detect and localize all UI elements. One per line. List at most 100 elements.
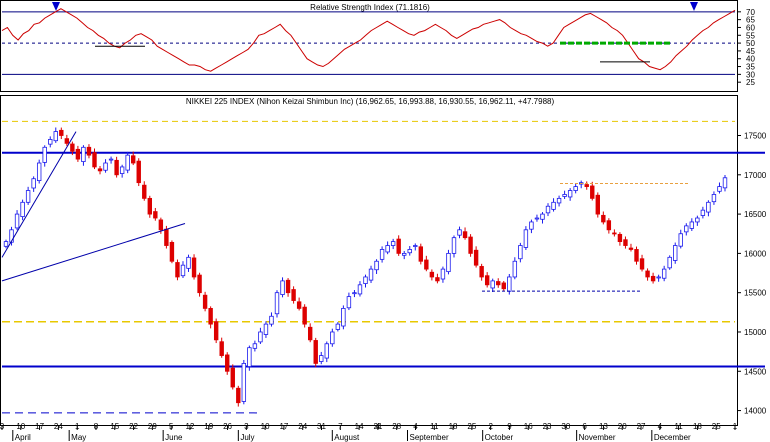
candle-body <box>357 284 363 295</box>
candle-body <box>462 231 468 239</box>
candle-body <box>518 245 523 260</box>
candle-body <box>385 245 390 253</box>
candle-body <box>595 194 600 215</box>
x-day-label: 23 <box>543 422 552 431</box>
candle-body <box>656 276 661 279</box>
x-month-label: November <box>579 433 616 442</box>
candle-body <box>9 229 14 243</box>
x-day-label: 4 <box>413 422 418 431</box>
x-month-label: April <box>15 433 31 442</box>
candle-body <box>114 159 119 176</box>
x-month-label: October <box>485 433 514 442</box>
candle-body <box>291 289 296 301</box>
x-month-label: September <box>409 433 448 442</box>
x-day-label: 9 <box>507 422 512 431</box>
x-day-label: 17 <box>35 422 44 431</box>
price-tick-label: 17500 <box>744 132 767 141</box>
rsi-tick-label: 55 <box>746 31 755 40</box>
candle-body <box>424 259 429 270</box>
candle-body <box>175 262 180 278</box>
price-tick-label: 14500 <box>744 367 767 376</box>
candle-body <box>64 138 70 144</box>
candle-body <box>562 194 567 197</box>
candle-body <box>446 252 451 273</box>
candle-body <box>25 190 31 203</box>
candle-body <box>225 354 230 372</box>
arrow-down-icon <box>690 2 698 11</box>
candle-body <box>567 190 573 198</box>
price-layer: 14000 14500 15000 15500 16000 16500 17000 17500 <box>1 120 767 416</box>
candle-body <box>700 209 706 216</box>
candle-body <box>667 256 672 269</box>
x-day-label: 13 <box>599 422 608 431</box>
rsi-tick-label: 35 <box>746 63 755 72</box>
candle-body <box>191 257 197 278</box>
x-day-label: 8 <box>94 422 99 431</box>
x-day-label: 27 <box>637 422 646 431</box>
x-day-label: 1 <box>75 422 80 431</box>
trend-line <box>1 223 186 282</box>
candle-body <box>330 331 335 345</box>
candle-body <box>70 143 75 152</box>
rsi-tick-label: 30 <box>746 70 755 79</box>
candle-body <box>617 233 623 243</box>
candle-body <box>158 219 164 231</box>
x-day-label: 14 <box>355 422 364 431</box>
candle-body <box>296 301 302 309</box>
candle-body <box>208 308 213 325</box>
x-day-label: 15 <box>110 422 119 431</box>
candle-body <box>368 268 374 281</box>
candle-body <box>601 214 606 223</box>
candle-body <box>164 228 169 246</box>
x-month-label: July <box>240 433 254 442</box>
candle-body <box>274 292 280 315</box>
x-day-label: 26 <box>223 422 232 431</box>
arrow-down-icon <box>52 2 60 11</box>
candle-body <box>722 177 728 189</box>
x-day-label: 25 <box>712 422 721 431</box>
x-day-label: 25 <box>467 422 476 431</box>
x-day-label: 7 <box>338 422 343 431</box>
candle-body <box>285 279 291 294</box>
x-day-label: 10 <box>16 422 25 431</box>
candle-body <box>473 249 479 266</box>
candle-body <box>252 343 258 349</box>
candle-body <box>119 166 125 174</box>
x-day-label: 24 <box>298 422 307 431</box>
candle-body <box>352 292 357 295</box>
candle-body <box>219 341 224 356</box>
x-day-label: 31 <box>317 422 326 431</box>
candle-body <box>457 229 462 236</box>
candle-body <box>307 326 313 341</box>
rsi-tick-label: 60 <box>746 23 755 32</box>
candle-body <box>711 194 717 203</box>
candle-body <box>258 331 263 343</box>
x-day-label: 12 <box>185 422 194 431</box>
candle-body <box>673 245 678 261</box>
rsi-tick-label: 70 <box>746 8 755 17</box>
candle-body <box>479 266 484 278</box>
candle-body <box>103 162 108 171</box>
price-tick-label: 15000 <box>744 328 767 337</box>
x-day-label: 28 <box>392 422 401 431</box>
x-day-label: 2 <box>488 422 493 431</box>
candle-body <box>241 363 247 402</box>
price-tick-label: 16500 <box>744 210 767 219</box>
candle-body <box>59 129 64 136</box>
candle-body <box>650 275 656 282</box>
candle-body <box>14 213 20 229</box>
candle-body <box>606 220 612 231</box>
price-tick-label: 17000 <box>744 171 767 180</box>
axis-layer: 3 10 17 24 1 8 15 22 29 5 12 19 26 3 10 17 24 31 7 14 21 28 4 1… <box>0 422 738 442</box>
x-day-label: 3 <box>0 422 5 431</box>
candle-body <box>125 154 130 171</box>
x-day-label: 20 <box>618 422 627 431</box>
candle-body <box>20 201 25 218</box>
candle-body <box>390 241 396 246</box>
candle-body <box>335 323 341 330</box>
x-day-label: 21 <box>373 422 382 431</box>
rsi-tick-label: 25 <box>746 78 755 87</box>
candle-body <box>36 162 42 182</box>
candle-body <box>584 184 589 187</box>
candle-body <box>501 282 506 290</box>
